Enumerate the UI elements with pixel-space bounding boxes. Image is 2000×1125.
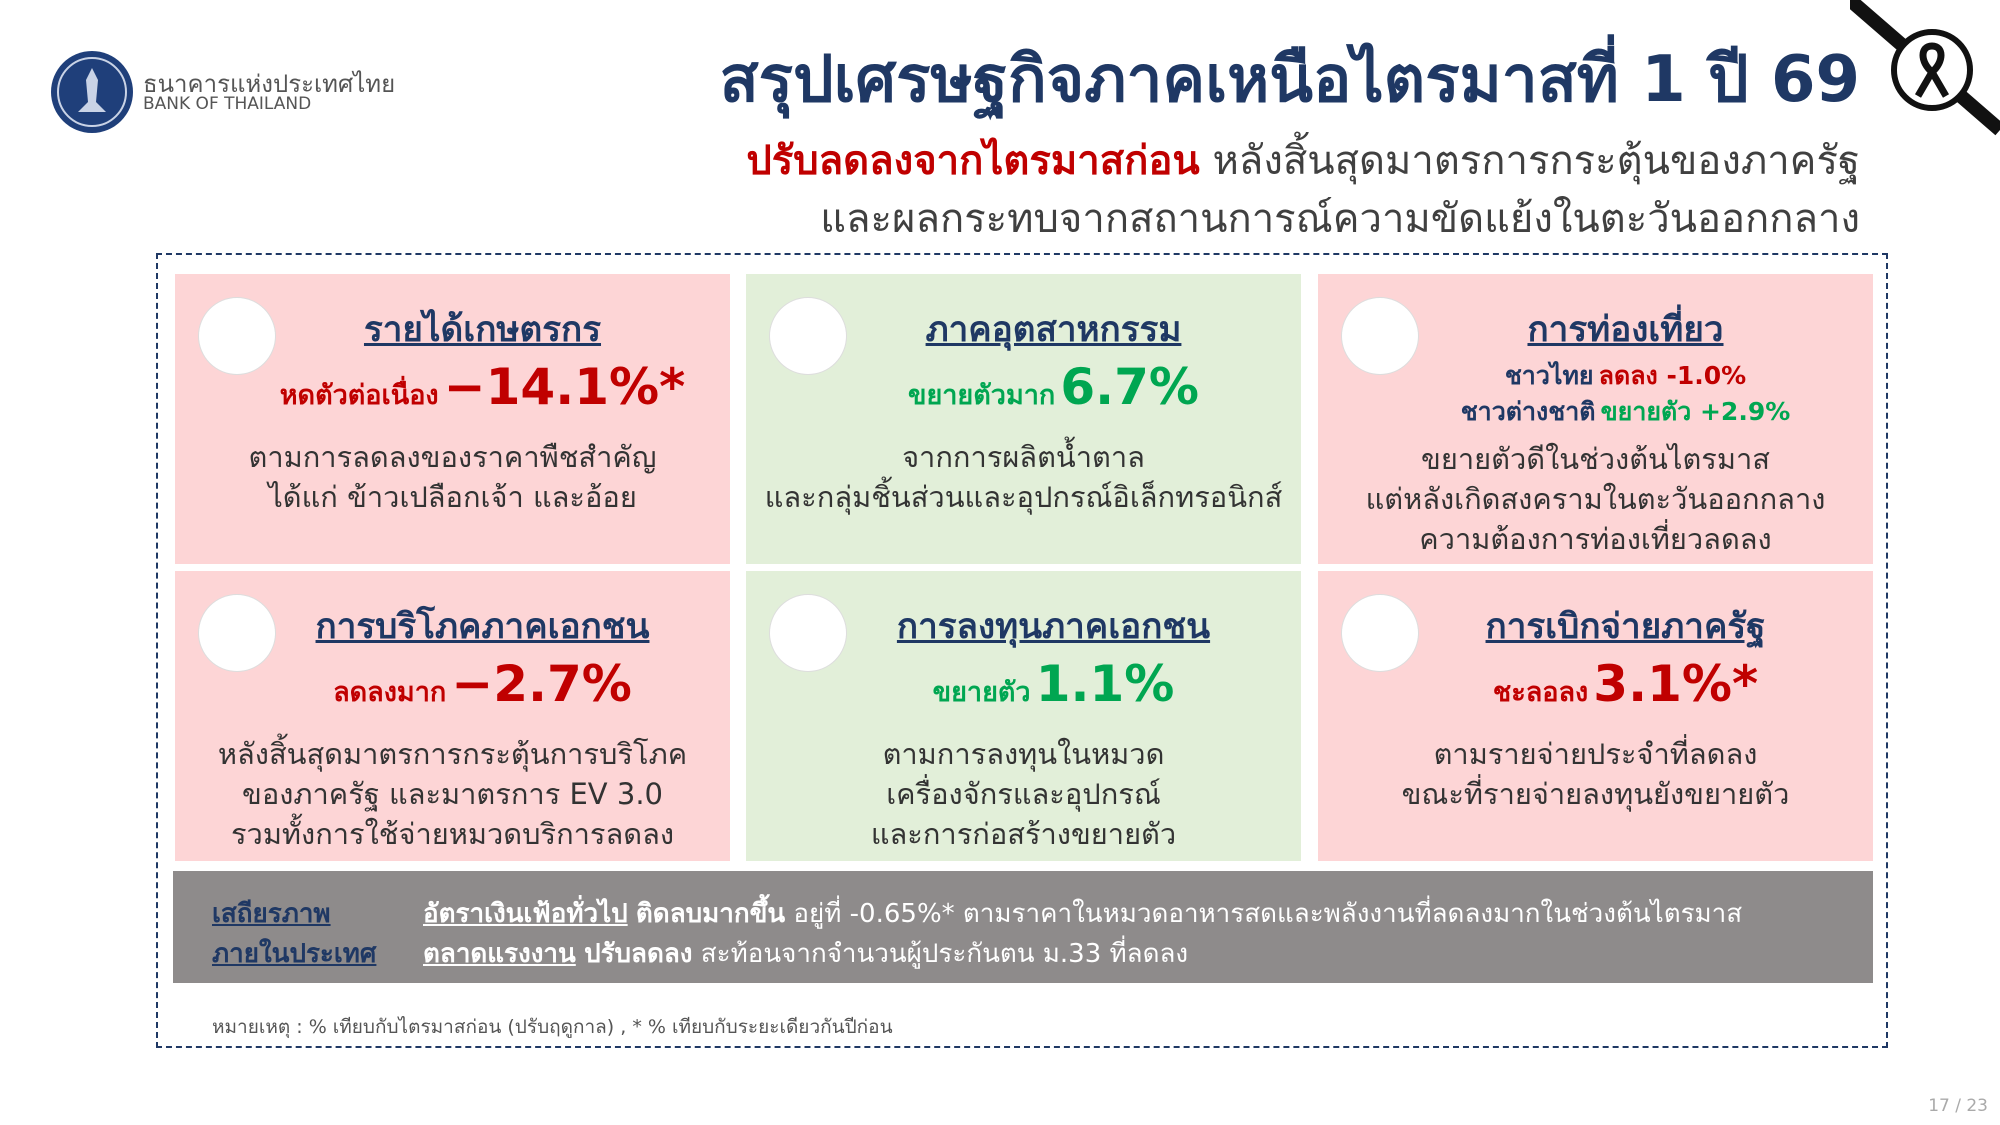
card-icon (199, 595, 275, 671)
logo-english: BANK OF THAILAND (143, 94, 312, 114)
description-line: ตามรายจ่ายประจำที่ลดลง (1433, 737, 1758, 771)
status-label: หดตัวต่อเนื่อง (279, 380, 439, 411)
status-line: หดตัวต่อเนื่อง −14.1%* (235, 358, 730, 416)
topic: ตลาดแรงงาน (423, 939, 576, 969)
card-title: รายได้เกษตรกร (363, 310, 602, 350)
detail: อยู่ที่ -0.65%* ตามราคาในหมวดอาหารสดและพ… (793, 899, 1743, 929)
status-label: ขยายตัวมาก (907, 380, 1056, 411)
mourning-ribbon (1850, 0, 2000, 136)
description-line: ตามการลดลงของราคาพืชสำคัญ (248, 440, 657, 474)
subtitle-highlight: ปรับลดลงจากไตรมาสก่อน (746, 138, 1200, 184)
stability-row: ตลาดแรงงาน ปรับลดลง สะท้อนจากจำนวนผู้ประ… (423, 933, 1188, 974)
card: ภาคอุตสาหกรรมขยายตัวมาก 6.7% จากการผลิตน้… (746, 274, 1301, 564)
card-title: การเบิกจ่ายภาครัฐ (1485, 607, 1766, 647)
card-icon (1342, 298, 1418, 374)
card: การบริโภคภาคเอกชนลดลงมาก −2.7% หลังสิ้นสุ… (175, 571, 730, 861)
card: การท่องเที่ยวชาวไทย ลดลง -1.0% ชาวต่างชาต… (1318, 274, 1873, 564)
status-value: 1.1% (1035, 655, 1175, 713)
description-line: ขณะที่รายจ่ายลงทุนยังขยายตัว (1401, 777, 1790, 811)
card: รายได้เกษตรกรหดตัวต่อเนื่อง −14.1%* ตามกา… (175, 274, 730, 564)
status-value: 3.1%* (1593, 655, 1759, 713)
description-line: ขยายตัวดีในช่วงต้นไตรมาส (1421, 442, 1770, 476)
card-icon (199, 298, 275, 374)
stability-label: ภายในประเทศ (212, 939, 377, 969)
card-icon (1342, 595, 1418, 671)
status-line: ขยายตัว 1.1% (806, 655, 1301, 713)
status-value: ขยายตัว +2.9% (1600, 397, 1791, 426)
status: ติดลบมากขึ้น (635, 899, 786, 929)
description-line: แต่หลังเกิดสงครามในตะวันออกกลาง (1365, 482, 1826, 516)
status-line: ขยายตัวมาก 6.7% (806, 358, 1301, 416)
card-title: การท่องเที่ยว (1527, 310, 1724, 350)
status-line: ชะลอลง 3.1%* (1378, 655, 1873, 713)
stability-row: อัตราเงินเฟ้อทั่วไป ติดลบมากขึ้น อยู่ที่… (423, 893, 1742, 934)
subtitle-line: ปรับลดลงจากไตรมาสก่อน หลังสิ้นสุดมาตรการ… (746, 128, 1860, 192)
card-title: การลงทุนภาคเอกชน (896, 607, 1211, 647)
status: ปรับลดลง (584, 939, 693, 969)
description-line: เครื่องจักรและอุปกรณ์ (886, 777, 1161, 811)
subtitle-text: หลังสิ้นสุดมาตรการกระตุ้นของภาครัฐ (1212, 138, 1860, 184)
description-line: ของภาครัฐ และมาตรการ EV 3.0 (242, 777, 663, 811)
description-line: และการก่อสร้างขยายตัว (870, 817, 1177, 851)
description-line: ตามการลงทุนในหมวด (882, 737, 1165, 771)
card-title: ภาคอุตสาหกรรม (925, 310, 1182, 350)
status-label: ชะลอลง (1492, 677, 1589, 708)
status-label: ชาวไทย (1504, 361, 1594, 390)
logo-thai: ธนาคารแห่งประเทศไทย (143, 70, 396, 98)
page-number: 17 / 23 (1928, 1096, 1988, 1116)
description-line: และกลุ่มชิ้นส่วนและอุปกรณ์อิเล็กทรอนิกส์ (764, 480, 1283, 514)
card: การลงทุนภาคเอกชนขยายตัว 1.1% ตามการลงทุนใ… (746, 571, 1301, 861)
subtitle-line: และผลกระทบจากสถานการณ์ความขัดแย้งในตะวัน… (820, 196, 1860, 242)
description-line: รวมทั้งการใช้จ่ายหมวดบริการลดลง (230, 817, 675, 851)
title: สรุปเศรษฐกิจภาคเหนือไตรมาสที่ 1 ปี 69 (719, 43, 1860, 117)
status-value: −2.7% (451, 655, 632, 713)
topic: อัตราเงินเฟ้อทั่วไป (423, 899, 628, 929)
description-line: ความต้องการท่องเที่ยวลดลง (1419, 522, 1772, 556)
card-title: การบริโภคภาคเอกชน (315, 607, 650, 647)
status-label: ลดลงมาก (333, 677, 447, 708)
stability-bar: เสถียรภาพ ภายในประเทศ อัตราเงินเฟ้อทั่วไ… (173, 871, 1873, 983)
detail: สะท้อนจากจำนวนผู้ประกันตน ม.33 ที่ลดลง (700, 939, 1189, 969)
description-line: ได้แก่ ข้าวเปลือกเจ้า และอ้อย (268, 480, 637, 514)
note: หมายเหตุ : % เทียบกับไตรมาสก่อน (ปรับฤดู… (212, 1016, 893, 1038)
status-line: ชาวต่างชาติ ขยายตัว +2.9% (1378, 392, 1873, 432)
card: การเบิกจ่ายภาครัฐชะลอลง 3.1%* ตามรายจ่ายป… (1318, 571, 1873, 861)
status-value: 6.7% (1060, 358, 1200, 416)
status-value: ลดลง -1.0% (1598, 361, 1747, 390)
card-icon (770, 298, 846, 374)
status-line: ลดลงมาก −2.7% (235, 655, 730, 713)
content-frame (156, 253, 1888, 1048)
card-icon (770, 595, 846, 671)
status-value: −14.1%* (443, 358, 686, 416)
bot-logo (51, 51, 133, 133)
stability-label: เสถียรภาพ (212, 899, 331, 929)
status-line: ชาวไทย ลดลง -1.0% (1378, 356, 1873, 396)
status-label: ชาวต่างชาติ (1460, 397, 1596, 426)
status-label: ขยายตัว (932, 677, 1031, 708)
description-line: จากการผลิตน้ำตาล (902, 440, 1145, 474)
description-line: หลังสิ้นสุดมาตรการกระตุ้นการบริโภค (217, 737, 688, 771)
